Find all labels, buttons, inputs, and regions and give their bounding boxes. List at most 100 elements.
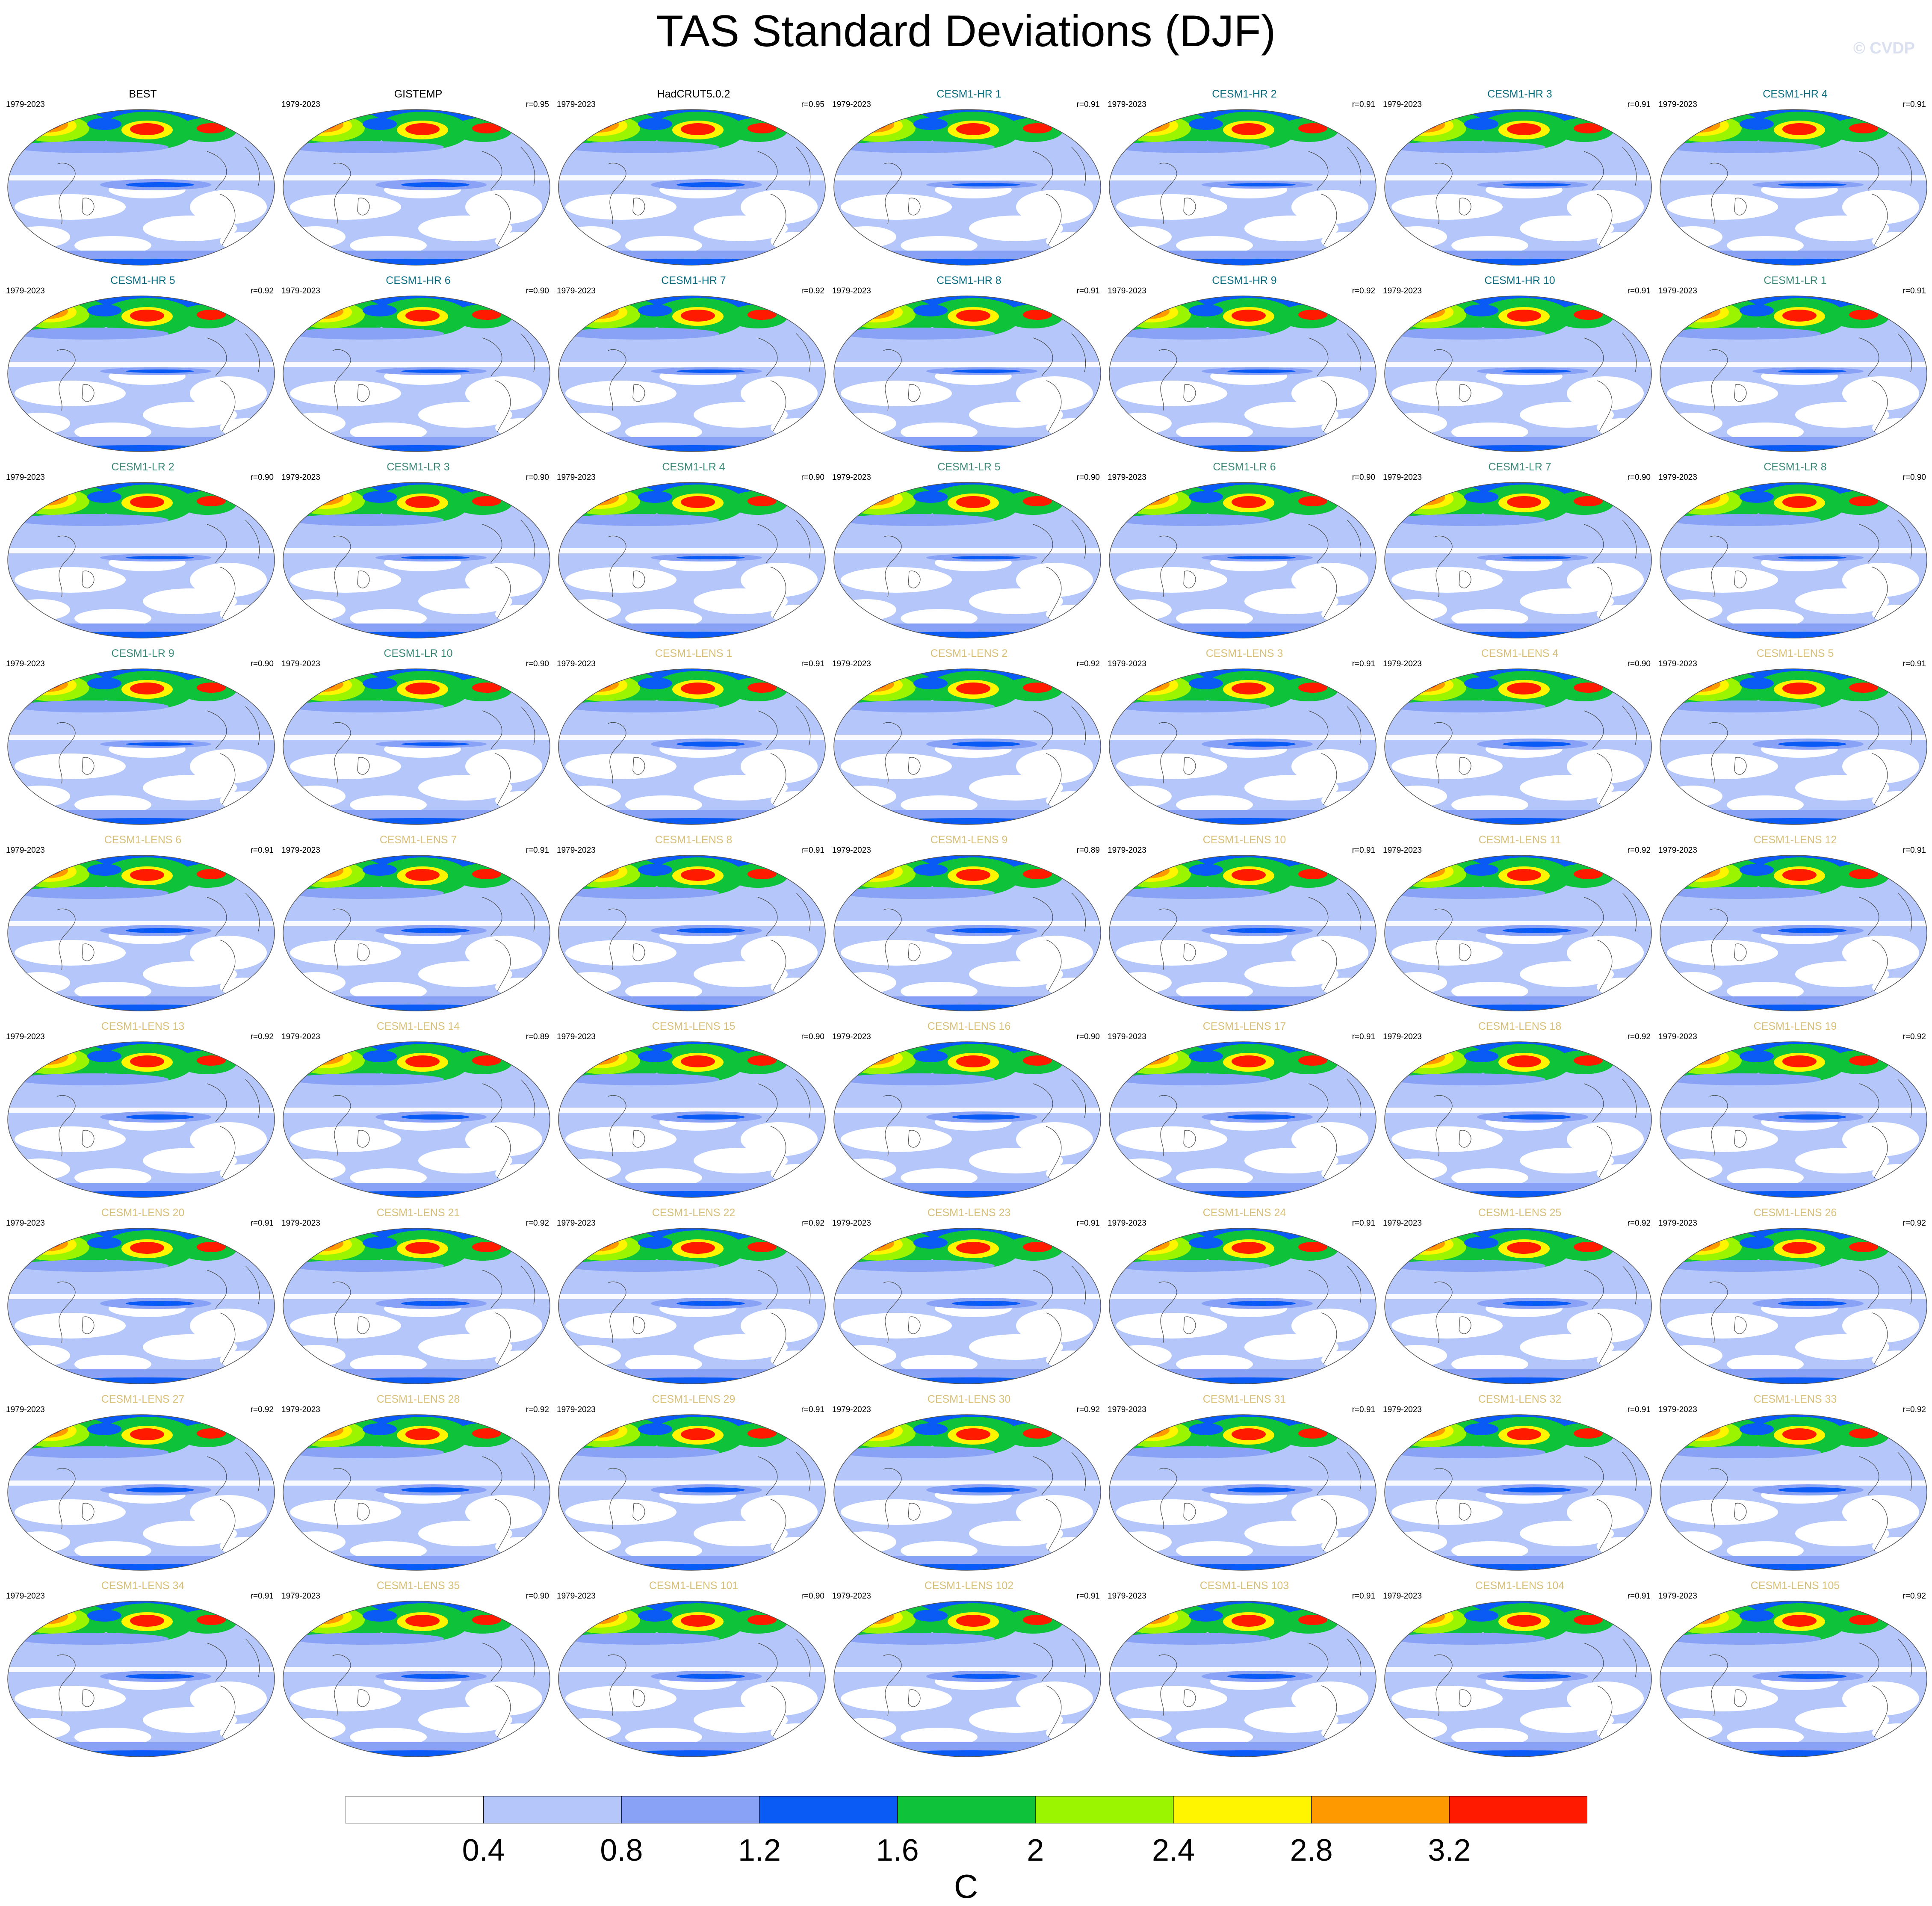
pattern-correlation: r=0.92 <box>1627 1219 1651 1228</box>
tas-std-map <box>1109 482 1377 638</box>
panel-title: CESM1-HR 6 <box>386 275 451 287</box>
panel-period: 1979-2023 <box>6 659 45 668</box>
panel-title: CESM1-LENS 3 <box>1205 647 1283 659</box>
panel-period: 1979-2023 <box>281 659 320 668</box>
panel-period: 1979-2023 <box>557 100 596 109</box>
map-panel: CESM1-LENS 2 1979-2023 r=0.92 <box>832 645 1106 829</box>
panel-period: 1979-2023 <box>557 1219 596 1228</box>
map-panel: CESM1-LENS 33 1979-2023 r=0.92 <box>1658 1391 1932 1575</box>
panel-title: CESM1-LENS 4 <box>1481 647 1559 659</box>
pattern-correlation: r=0.92 <box>1627 1032 1651 1041</box>
map-panel: CESM1-LENS 103 1979-2023 r=0.91 <box>1108 1577 1381 1761</box>
panel-period: 1979-2023 <box>832 1219 871 1228</box>
map-panel: CESM1-LENS 25 1979-2023 r=0.92 <box>1383 1204 1657 1388</box>
map-panel: CESM1-HR 1 1979-2023 r=0.91 <box>832 86 1106 269</box>
pattern-correlation: r=0.91 <box>1076 287 1100 296</box>
panel-title: CESM1-LENS 30 <box>927 1393 1011 1405</box>
map-panel: CESM1-LENS 31 1979-2023 r=0.91 <box>1108 1391 1381 1575</box>
panel-period: 1979-2023 <box>1658 1219 1697 1228</box>
tas-std-map <box>1384 296 1652 452</box>
pattern-correlation: r=0.90 <box>801 473 824 482</box>
tas-std-map <box>283 855 550 1011</box>
tas-std-map <box>1109 855 1377 1011</box>
map-panel: CESM1-LR 7 1979-2023 r=0.90 <box>1383 458 1657 642</box>
colorbar-tick-label: 3.2 <box>1428 1833 1471 1868</box>
panel-period: 1979-2023 <box>1383 287 1422 296</box>
panel-title: CESM1-HR 1 <box>936 88 1001 100</box>
panel-title: CESM1-LENS 25 <box>1478 1207 1562 1219</box>
panel-title: CESM1-HR 5 <box>110 275 175 287</box>
panel-period: 1979-2023 <box>557 1405 596 1414</box>
tas-std-map <box>833 296 1101 452</box>
map-panel: CESM1-HR 4 1979-2023 r=0.91 <box>1658 86 1932 269</box>
panel-period: 1979-2023 <box>1108 846 1146 855</box>
pattern-correlation: r=0.90 <box>250 659 274 668</box>
map-panel: CESM1-LENS 30 1979-2023 r=0.92 <box>832 1391 1106 1575</box>
tas-std-map <box>7 1601 275 1757</box>
panel-period: 1979-2023 <box>1108 287 1146 296</box>
map-panel: CESM1-LENS 101 1979-2023 r=0.90 <box>557 1577 830 1761</box>
panel-title: CESM1-LENS 33 <box>1753 1393 1837 1405</box>
panel-title: CESM1-LENS 35 <box>376 1580 460 1592</box>
panel-period: 1979-2023 <box>557 1032 596 1041</box>
colorbar-tick-label: 2.4 <box>1152 1833 1195 1868</box>
panel-title: CESM1-LENS 101 <box>649 1580 739 1592</box>
panel-period: 1979-2023 <box>1108 1219 1146 1228</box>
panel-title: BEST <box>129 88 157 100</box>
map-panel: CESM1-LENS 28 1979-2023 r=0.92 <box>281 1391 555 1575</box>
panel-title: CESM1-LENS 15 <box>652 1020 736 1032</box>
colorbar-swatch <box>483 1796 622 1823</box>
tas-std-map <box>1384 855 1652 1011</box>
panel-title: CESM1-HR 3 <box>1487 88 1552 100</box>
panel-period: 1979-2023 <box>1658 846 1697 855</box>
map-panel: CESM1-LENS 35 1979-2023 r=0.90 <box>281 1577 555 1761</box>
panel-period: 1979-2023 <box>1658 473 1697 482</box>
tas-std-map <box>558 109 826 266</box>
panel-title: CESM1-LENS 7 <box>379 834 457 846</box>
panel-title: CESM1-LENS 29 <box>652 1393 736 1405</box>
tas-std-map <box>833 109 1101 266</box>
tas-std-map <box>283 1041 550 1198</box>
colorbar-tick-label: 0.8 <box>600 1833 643 1868</box>
panel-period: 1979-2023 <box>1108 1032 1146 1041</box>
panel-period: 1979-2023 <box>557 287 596 296</box>
pattern-correlation: r=0.91 <box>1352 1592 1375 1601</box>
tas-std-map <box>833 855 1101 1011</box>
pattern-correlation: r=0.91 <box>1902 287 1926 296</box>
tas-std-map <box>1660 482 1927 638</box>
panel-title: CESM1-LENS 28 <box>376 1393 460 1405</box>
pattern-correlation: r=0.91 <box>1902 100 1926 109</box>
panel-period: 1979-2023 <box>281 473 320 482</box>
pattern-correlation: r=0.91 <box>1902 846 1926 855</box>
panel-period: 1979-2023 <box>1658 1592 1697 1601</box>
panel-period: 1979-2023 <box>832 1405 871 1414</box>
panel-period: 1979-2023 <box>281 100 320 109</box>
map-panel: CESM1-HR 10 1979-2023 r=0.91 <box>1383 272 1657 456</box>
pattern-correlation: r=0.92 <box>801 1219 824 1228</box>
panel-title: CESM1-LENS 21 <box>376 1207 460 1219</box>
tas-std-map <box>1660 296 1927 452</box>
map-panel: CESM1-LENS 14 1979-2023 r=0.89 <box>281 1018 555 1202</box>
map-panel: CESM1-LENS 3 1979-2023 r=0.91 <box>1108 645 1381 829</box>
pattern-correlation: r=0.90 <box>801 1592 824 1601</box>
panel-period: 1979-2023 <box>6 287 45 296</box>
pattern-correlation: r=0.91 <box>801 846 824 855</box>
panel-title: CESM1-LENS 104 <box>1475 1580 1565 1592</box>
colorbar-tick-label: 0.4 <box>462 1833 505 1868</box>
panel-period: 1979-2023 <box>1658 1405 1697 1414</box>
panel-period: 1979-2023 <box>557 659 596 668</box>
panel-title: CESM1-LENS 5 <box>1756 647 1834 659</box>
pattern-correlation: r=0.90 <box>801 1032 824 1041</box>
figure-title: TAS Standard Deviations (DJF) <box>656 6 1276 56</box>
tas-std-map <box>558 1041 826 1198</box>
tas-std-map <box>1109 1414 1377 1571</box>
pattern-correlation: r=0.91 <box>250 846 274 855</box>
map-panel: CESM1-HR 7 1979-2023 r=0.92 <box>557 272 830 456</box>
map-panel: CESM1-LENS 11 1979-2023 r=0.92 <box>1383 831 1657 1015</box>
panel-title: CESM1-LENS 19 <box>1753 1020 1837 1032</box>
panel-period: 1979-2023 <box>832 100 871 109</box>
pattern-correlation: r=0.91 <box>1627 1405 1651 1414</box>
panel-period: 1979-2023 <box>281 1219 320 1228</box>
panel-period: 1979-2023 <box>6 1405 45 1414</box>
panel-title: CESM1-LR 10 <box>384 647 453 659</box>
